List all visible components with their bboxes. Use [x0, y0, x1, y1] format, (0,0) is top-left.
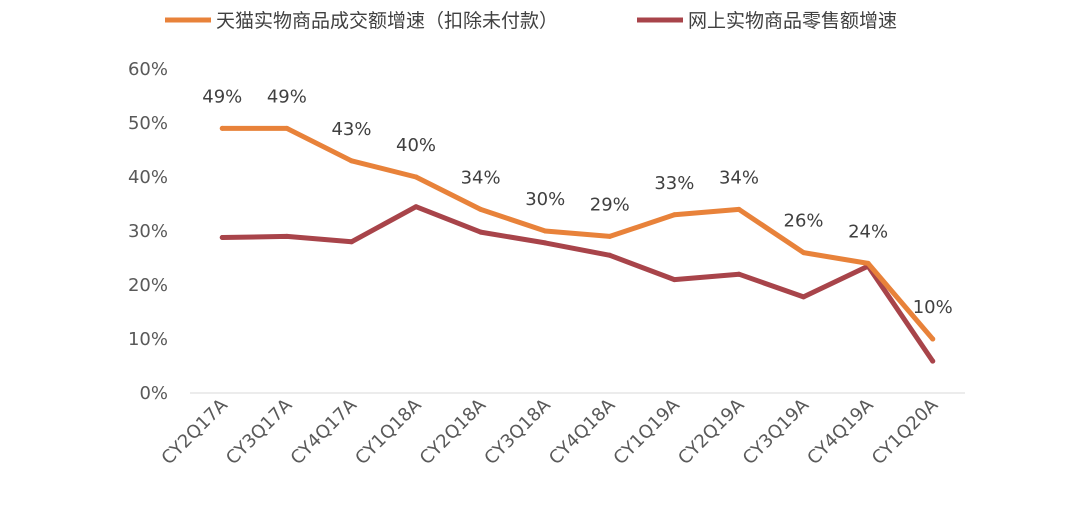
data-labels: 49% 49% 43% 40% 34% 30% 29% 33% 34% 26% 24% 10% [202, 86, 952, 318]
series-group [219, 125, 936, 364]
data-point-tmall [413, 174, 419, 180]
data-point-tmall [736, 206, 742, 212]
legend-label-online-retail: 网上实物商品零售额增速 [688, 10, 897, 32]
y-tick-label: 40% [128, 167, 168, 188]
data-point-online-retail [478, 229, 484, 235]
y-tick-label: 0% [139, 383, 168, 404]
data-point-online-retail [736, 271, 742, 277]
x-tick-label: CY1Q20A [868, 394, 943, 469]
data-point-tmall [930, 336, 936, 342]
data-point-tmall [284, 125, 290, 131]
y-tick-label: 30% [128, 221, 168, 242]
data-point-tmall [671, 212, 677, 218]
x-tick-label: CY1Q18A [351, 394, 426, 469]
data-label-tmall: 40% [396, 135, 436, 156]
data-label-tmall: 34% [461, 167, 501, 188]
x-tick-label: CY3Q19A [739, 394, 814, 469]
series-line-tmall [219, 125, 936, 342]
legend-label-tmall: 天猫实物商品成交额增速（扣除未付款） [216, 10, 558, 32]
data-label-tmall: 29% [590, 194, 630, 215]
data-label-tmall: 43% [331, 119, 371, 140]
data-point-online-retail [607, 252, 613, 258]
data-point-online-retail [671, 277, 677, 283]
y-tick-label: 20% [128, 275, 168, 296]
x-tick-label: CY1Q19A [610, 394, 685, 469]
y-tick-label: 60% [128, 59, 168, 80]
series-line-online-retail [219, 204, 936, 364]
data-label-tmall: 33% [654, 173, 694, 194]
x-axis: CY2Q17ACY3Q17ACY4Q17ACY1Q18ACY2Q18ACY3Q1… [158, 394, 943, 469]
data-point-tmall [348, 158, 354, 164]
x-tick-label: CY2Q17A [158, 394, 233, 469]
x-tick-label: CY3Q17A [222, 394, 297, 469]
data-point-tmall [542, 228, 548, 234]
data-label-tmall: 30% [525, 189, 565, 210]
data-label-tmall: 26% [784, 211, 824, 232]
data-point-online-retail [801, 294, 807, 300]
data-point-online-retail [542, 240, 548, 246]
x-tick-label: CY4Q19A [803, 394, 878, 469]
data-label-tmall: 49% [267, 86, 307, 107]
y-tick-label: 10% [128, 329, 168, 350]
data-point-online-retail [348, 239, 354, 245]
data-point-online-retail [413, 204, 419, 210]
data-point-online-retail [219, 234, 225, 240]
x-tick-label: CY2Q18A [416, 394, 491, 469]
x-tick-label: CY4Q17A [287, 394, 362, 469]
data-point-tmall [219, 125, 225, 131]
data-point-tmall [865, 260, 871, 266]
data-label-tmall: 34% [719, 167, 759, 188]
data-label-tmall: 24% [848, 221, 888, 242]
x-tick-label: CY4Q18A [545, 394, 620, 469]
data-point-online-retail [284, 233, 290, 239]
legend: 天猫实物商品成交额增速（扣除未付款） 网上实物商品零售额增速 [165, 10, 897, 32]
data-point-tmall [801, 250, 807, 256]
x-tick-label: CY3Q18A [480, 394, 555, 469]
data-label-tmall: 10% [913, 297, 953, 318]
data-point-online-retail [930, 358, 936, 364]
y-tick-label: 50% [128, 113, 168, 134]
data-point-tmall [478, 206, 484, 212]
y-axis: 0% 10% 20% 30% 40% 50% 60% [128, 59, 168, 404]
data-point-tmall [607, 233, 613, 239]
x-tick-label: CY2Q19A [674, 394, 749, 469]
data-label-tmall: 49% [202, 86, 242, 107]
